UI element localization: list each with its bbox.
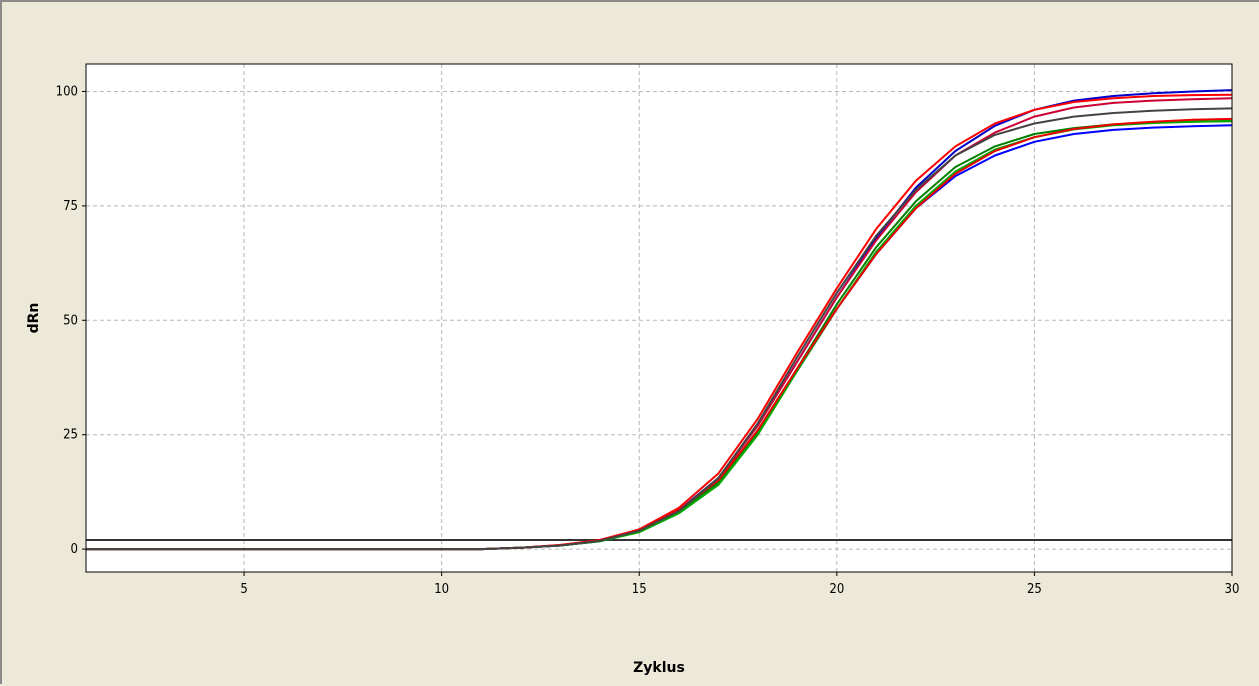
y-tick-label: 0 bbox=[71, 542, 78, 557]
x-axis-title: Zyklus bbox=[633, 660, 685, 676]
x-tick-label: 30 bbox=[1225, 582, 1240, 597]
y-axis-title: dRn bbox=[26, 303, 42, 334]
x-tick-label: 5 bbox=[240, 582, 247, 597]
y-tick-label: 25 bbox=[63, 428, 78, 443]
y-tick-label: 100 bbox=[56, 84, 78, 99]
series-line-8 bbox=[86, 107, 1233, 551]
x-tick-label: 15 bbox=[632, 582, 647, 597]
x-tick-label: 25 bbox=[1027, 582, 1042, 597]
x-tick-label: 20 bbox=[829, 582, 844, 597]
x-tick-label: 10 bbox=[434, 582, 449, 597]
series-layer bbox=[86, 89, 1233, 551]
plot-area bbox=[86, 64, 1232, 572]
y-tick-label: 50 bbox=[63, 313, 78, 328]
tick-labels: 5 10 15 20 25 30 0 25 50 75 100 bbox=[56, 84, 1240, 597]
y-tick-label: 75 bbox=[63, 199, 78, 214]
plot-border bbox=[85, 63, 1233, 573]
